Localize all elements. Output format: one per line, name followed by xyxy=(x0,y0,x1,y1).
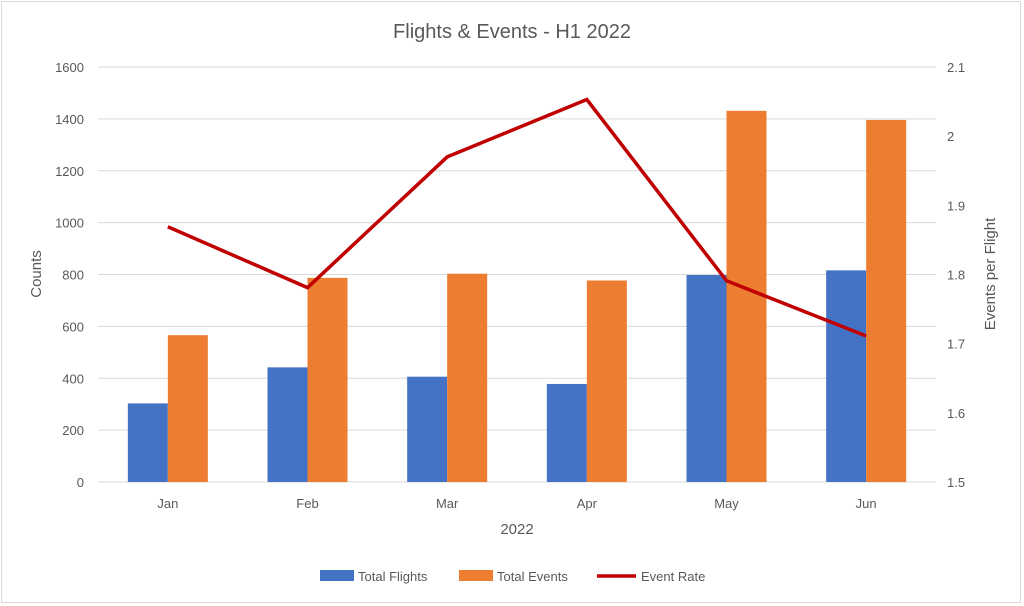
y-tick-label: 1200 xyxy=(55,164,84,179)
bar-total-flights xyxy=(407,376,448,482)
y2-axis-title: Events per Flight xyxy=(982,217,999,330)
y-tick-label: 0 xyxy=(77,475,84,490)
bar-total-events xyxy=(447,273,488,482)
y-tick-label: 1000 xyxy=(55,216,84,231)
bar-total-events xyxy=(726,110,767,482)
bar-total-flights xyxy=(267,367,308,482)
bar-total-flights xyxy=(686,275,727,482)
line-event-rate xyxy=(167,97,867,338)
legend: Total Flights Total Events Event Rate xyxy=(320,569,705,584)
bar-total-events xyxy=(866,119,907,482)
y2-tick-label: 1.6 xyxy=(947,406,965,421)
legend-label-event-rate: Event Rate xyxy=(641,569,705,584)
x-tick-label: Jan xyxy=(157,496,178,511)
legend-swatch-total-events xyxy=(459,570,493,581)
x-tick-label: Mar xyxy=(436,496,459,511)
chart-title: Flights & Events - H1 2022 xyxy=(393,21,631,43)
bar-total-events xyxy=(586,280,627,482)
y2-tick-label: 1.5 xyxy=(947,475,965,490)
legend-label-total-flights: Total Flights xyxy=(358,569,428,584)
x-tick-label: Feb xyxy=(296,496,318,511)
y-axis-title: Counts xyxy=(28,250,45,298)
y2-tick-label: 1.9 xyxy=(947,198,965,213)
y-tick-label: 800 xyxy=(62,268,84,283)
y2-tick-label: 2 xyxy=(947,129,954,144)
legend-label-total-events: Total Events xyxy=(497,569,568,584)
x-tick-label: Jun xyxy=(856,496,877,511)
bar-total-flights xyxy=(826,270,867,482)
bar-total-flights xyxy=(546,383,587,482)
bar-total-events xyxy=(167,335,208,482)
y2-tick-label: 1.7 xyxy=(947,337,965,352)
x-tick-label: May xyxy=(714,496,739,511)
y2-tick-label: 1.8 xyxy=(947,268,965,283)
y-tick-label: 1400 xyxy=(55,112,84,127)
y-tick-label: 600 xyxy=(62,319,84,334)
y-tick-label: 400 xyxy=(62,371,84,386)
y-tick-label: 1600 xyxy=(55,60,84,75)
y2-tick-label: 2.1 xyxy=(947,60,965,75)
bar-total-flights xyxy=(127,403,168,482)
legend-swatch-total-flights xyxy=(320,570,354,581)
y-tick-label: 200 xyxy=(62,423,84,438)
x-tick-label: Apr xyxy=(577,496,598,511)
bar-total-events xyxy=(307,277,348,482)
x-axis-title: 2022 xyxy=(500,521,533,538)
